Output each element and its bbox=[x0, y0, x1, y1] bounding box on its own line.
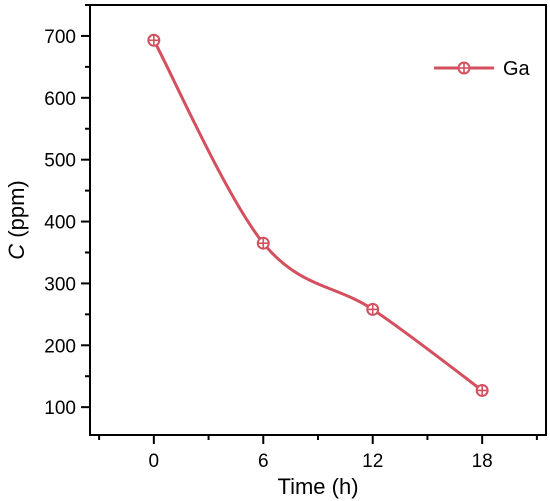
y-axis-title-symbol: C bbox=[4, 244, 29, 260]
y-tick-label: 200 bbox=[44, 336, 76, 357]
legend-marker-symbol bbox=[457, 61, 471, 75]
x-tick-label: 6 bbox=[258, 451, 269, 472]
y-axis-ticks: 100 200 300 400 500 600 700 bbox=[44, 4, 90, 419]
y-tick-label: 700 bbox=[44, 27, 76, 48]
x-tick-label: 12 bbox=[362, 451, 383, 472]
data-point bbox=[147, 33, 161, 47]
y-tick-label: 100 bbox=[44, 398, 76, 419]
legend-label-ga: Ga bbox=[503, 58, 531, 80]
x-axis-title: Time (h) bbox=[277, 474, 358, 499]
y-tick-label: 500 bbox=[44, 151, 76, 172]
x-tick-label: 18 bbox=[472, 451, 493, 472]
y-tick-label: 400 bbox=[44, 213, 76, 234]
data-markers bbox=[147, 33, 489, 397]
y-tick-label: 300 bbox=[44, 274, 76, 295]
legend: Ga bbox=[434, 58, 531, 80]
legend-marker bbox=[457, 61, 471, 75]
data-point bbox=[256, 236, 270, 250]
y-axis-title-unit: (ppm) bbox=[4, 180, 29, 244]
x-tick-label: 0 bbox=[149, 451, 160, 472]
y-tick-label: 600 bbox=[44, 89, 76, 110]
data-point bbox=[475, 383, 489, 397]
data-point bbox=[366, 302, 380, 316]
series-line-ga bbox=[152, 39, 484, 392]
x-axis-ticks: 0 6 12 18 bbox=[98, 435, 538, 472]
y-axis-title: C (ppm) bbox=[4, 180, 29, 259]
